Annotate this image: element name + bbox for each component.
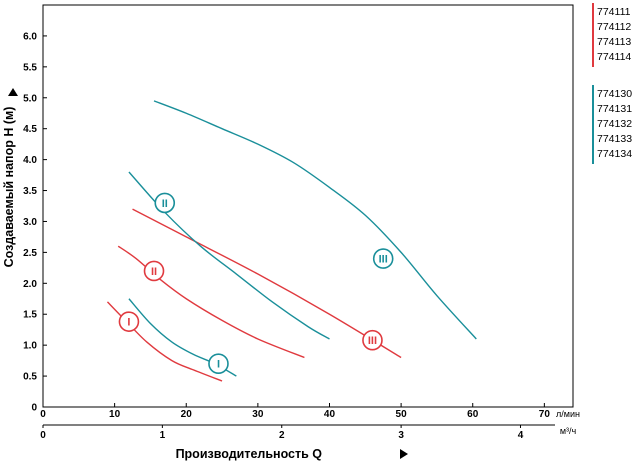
y-tick-label: 3.0 [23,217,37,228]
x-tick-label: 30 [252,409,264,420]
y-tick-label: 4.5 [23,124,37,135]
curve-marker-label: II [151,266,157,278]
y-tick-label: 4.0 [23,155,37,166]
y-tick-label: 0 [31,403,37,414]
x2-tick-label: 2 [279,430,285,441]
x-tick-label: 60 [467,409,479,420]
legend-item-label: 774112 [597,21,631,33]
x-axis-title: Производительность Q [176,447,323,461]
x-unit-lmin: л/мин [556,409,580,419]
x-tick-label: 40 [324,409,336,420]
legend-item-label: 774134 [597,148,632,160]
x-unit-m3h: м³/ч [560,426,577,436]
x-tick-label: 10 [109,409,121,420]
x-tick-label: 50 [396,409,408,420]
y-tick-label: 3.5 [23,186,37,197]
y-axis-title: Создаваемый напор H (м) [2,107,16,268]
legend-group: 774111 774112 774113 774114 774130 774131 7741… [592,3,632,164]
series-group [106,100,477,382]
curve-marker-label: I [127,317,130,329]
plot-frame [42,4,574,408]
curve-marker-label: III [379,254,388,266]
curve-marker-label: III [368,335,377,347]
y-tick-label: 6.0 [23,31,37,42]
curve-marker-circle [372,248,394,269]
curve-marker-circle [362,329,383,351]
y-tick-label: 0.5 [23,372,37,383]
y-tick-label: 1.5 [23,310,37,321]
x2-tick-label: 4 [518,430,524,441]
y-axis-arrow [8,88,18,96]
x2-tick-label: 0 [40,430,46,441]
y-tick-label: 5.5 [23,62,37,73]
x-axis-arrow [400,449,408,459]
y-tick-label: 2.0 [23,279,37,290]
axes-group: 00.51.01.52.02.53.03.54.04.55.05.56.00 10… [8,4,580,459]
curve-marker-circle [208,353,229,375]
legend-item-label: 774131 [597,103,632,115]
curve-marker-circle [118,311,140,332]
legend-item-label: 774132 [597,118,632,130]
curve-marker-circle [154,192,176,214]
legend-item-label: 774133 [597,133,632,145]
curve-marker-circle [143,260,165,282]
x2-tick-label: 3 [398,430,404,441]
x-tick-label: 0 [40,409,46,420]
legend-item-label: 774130 [597,88,632,100]
x-tick-label: 70 [539,409,551,420]
series-line [153,100,477,340]
series-line [117,245,305,359]
curve-marker-label: II [162,198,168,210]
legend-item-label: 774114 [597,51,631,63]
curve-marker-label: I [217,359,220,371]
x-tick-label: 20 [181,409,193,420]
legend-item-label: 774111 [597,6,631,18]
y-tick-label: 2.5 [23,248,37,259]
y-tick-label: 1.0 [23,341,37,352]
series-line [132,208,402,359]
x2-tick-label: 1 [160,430,166,441]
y-tick-label: 5.0 [23,93,37,104]
legend-item-label: 774113 [597,36,631,48]
